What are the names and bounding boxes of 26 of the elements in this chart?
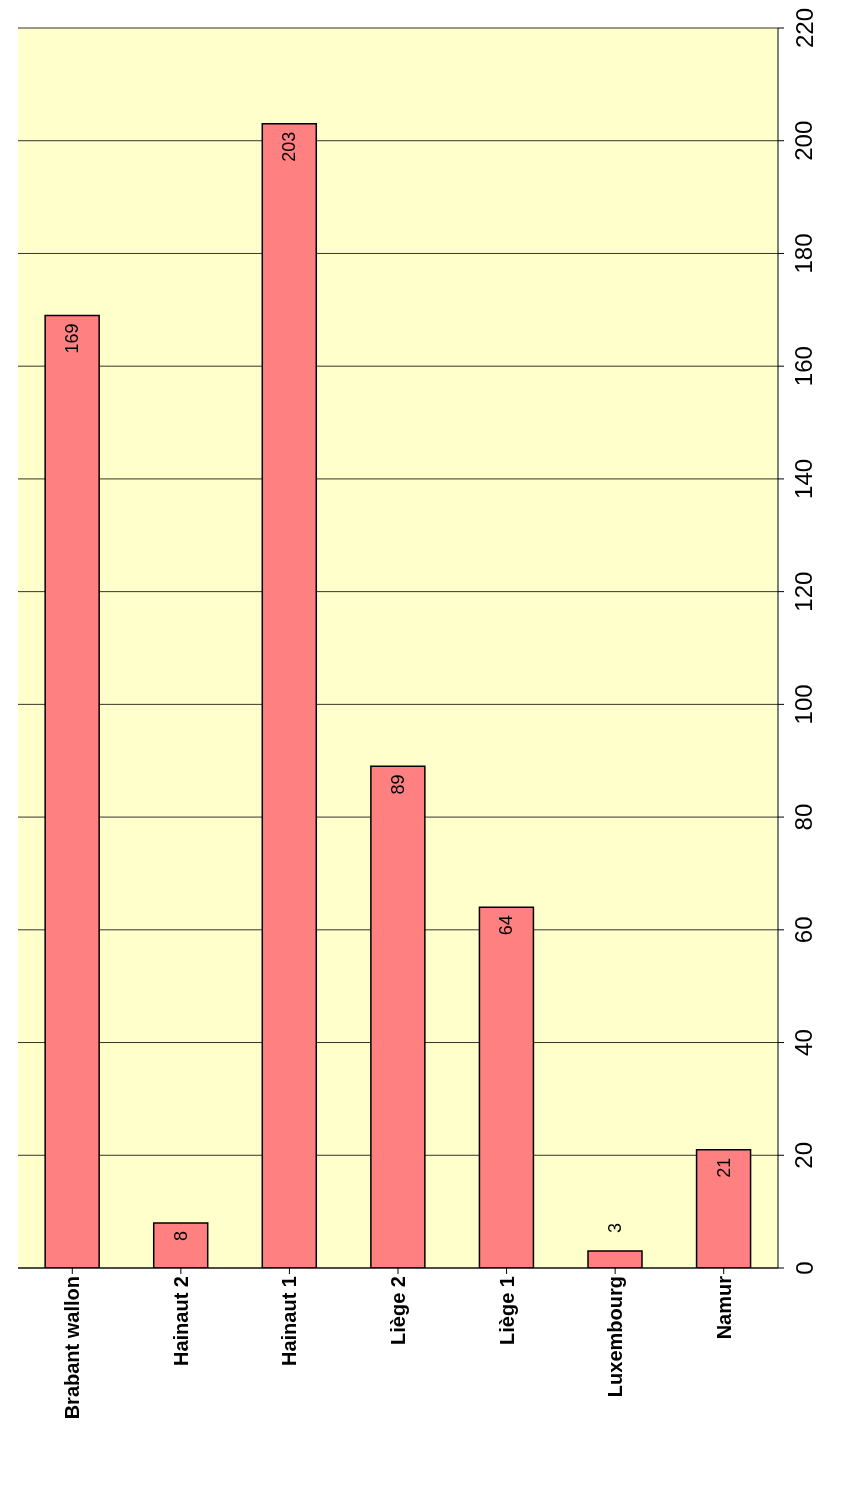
y-tick-label: 100 [790, 684, 818, 725]
data-label: 21 [713, 1157, 734, 1178]
y-tick-label: 140 [790, 458, 818, 499]
y-tick-label: 200 [790, 120, 818, 161]
x-tick-label: Liège 1 [495, 1276, 518, 1345]
x-tick-label: Hainaut 1 [278, 1276, 301, 1367]
data-label: 64 [496, 915, 517, 936]
data-label: 203 [279, 131, 300, 162]
data-label: 3 [605, 1223, 625, 1234]
data-label: 8 [170, 1230, 191, 1241]
y-tick-label: 40 [790, 1029, 818, 1056]
y-tick-label: 60 [790, 916, 818, 944]
y-tick-label: 120 [790, 571, 818, 612]
y-tick-label: 20 [790, 1141, 818, 1169]
y-tick-label: 160 [790, 346, 818, 387]
y-tick-label: 220 [790, 7, 818, 49]
x-tick-label: Brabant wallon [61, 1276, 84, 1420]
data-label: 89 [387, 774, 408, 795]
x-tick-label: Luxembourg [604, 1276, 627, 1398]
y-tick-label: 0 [790, 1261, 818, 1275]
y-tick-label: 180 [790, 233, 818, 274]
data-label: 169 [62, 323, 83, 354]
y-tick-label: 80 [790, 803, 818, 831]
x-tick-label: Liège 2 [387, 1276, 409, 1345]
x-tick-label: Namur [712, 1275, 735, 1340]
x-tick-label: Hainaut 2 [169, 1276, 192, 1367]
